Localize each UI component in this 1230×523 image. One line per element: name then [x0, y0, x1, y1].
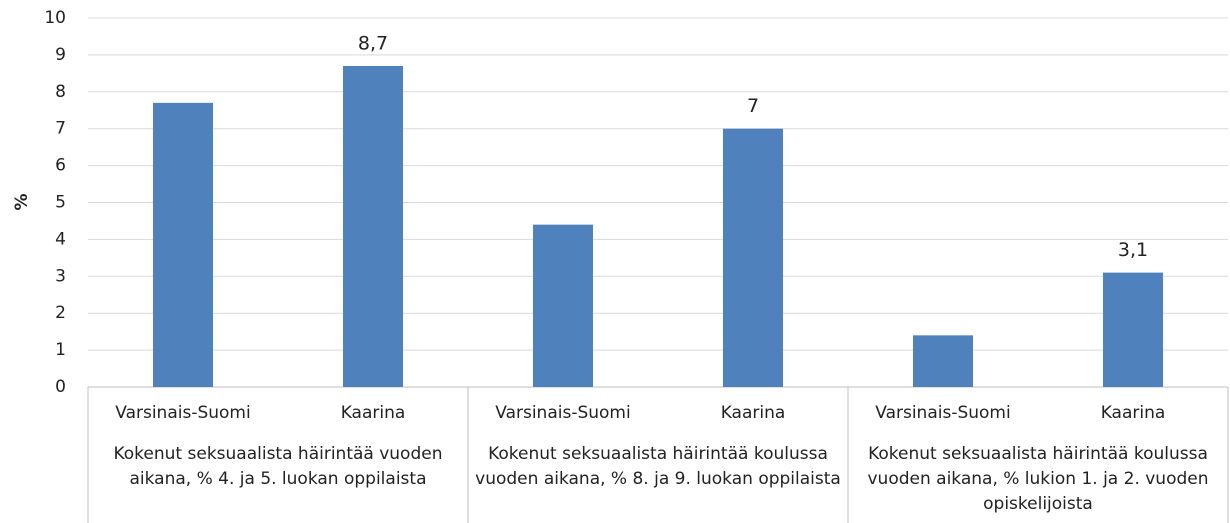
x-tick-label: Varsinais-Suomi: [875, 403, 1010, 423]
bar: [153, 102, 213, 388]
bar: [1103, 272, 1163, 387]
y-tick-label: 5: [55, 193, 66, 213]
y-tick-label: 1: [55, 340, 66, 360]
group-label: Kokenut seksuaalista häirintää vuoden ai…: [113, 444, 443, 489]
data-label: 3,1: [1118, 239, 1148, 261]
bar: [343, 65, 403, 387]
data-label: 7: [747, 95, 759, 117]
x-tick-label: Varsinais-Suomi: [495, 403, 630, 423]
y-tick-label: 0: [55, 377, 66, 397]
x-tick-label: Kaarina: [1101, 403, 1166, 423]
x-tick-label: Varsinais-Suomi: [115, 403, 250, 423]
bar: [723, 128, 783, 387]
y-tick-label: 10: [44, 8, 66, 28]
y-tick-label: 7: [55, 119, 66, 139]
x-tick-label: Kaarina: [341, 403, 406, 423]
group-label: Kokenut seksuaalista häirintää koulussa …: [867, 444, 1209, 514]
y-tick-label: 9: [55, 45, 66, 65]
bar: [533, 224, 593, 387]
group-label: Kokenut seksuaalista häirintää koulussa …: [475, 444, 841, 489]
y-tick-label: 2: [55, 303, 66, 323]
data-label: 8,7: [358, 32, 388, 54]
y-tick-label: 8: [55, 82, 66, 102]
y-axis-label: %: [12, 193, 32, 210]
bar: [913, 335, 973, 387]
x-tick-label: Kaarina: [721, 403, 786, 423]
y-tick-label: 3: [55, 266, 66, 286]
y-tick-label: 4: [55, 229, 66, 249]
y-tick-label: 6: [55, 156, 66, 176]
